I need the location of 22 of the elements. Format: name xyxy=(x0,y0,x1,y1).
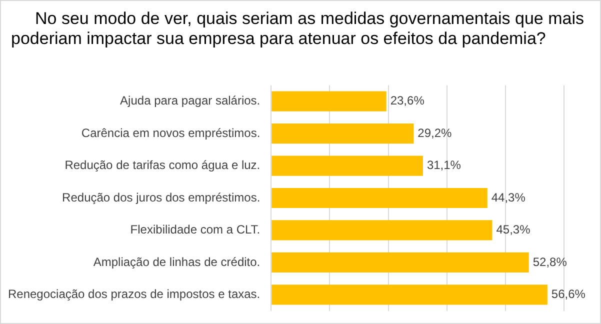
bar xyxy=(272,188,488,208)
y-tick-label: Renegociação dos prazos de impostos e taxas. xyxy=(8,287,260,301)
data-label: 44,3% xyxy=(491,190,526,204)
data-label: 29,2% xyxy=(418,126,452,140)
bar xyxy=(272,284,548,305)
y-tick-label: Ampliação de linhas de crédito. xyxy=(93,254,260,269)
data-label: 23,6% xyxy=(390,94,425,108)
bar xyxy=(272,220,492,240)
bar xyxy=(272,156,423,176)
y-tick-label: Flexibilidade com a CLT. xyxy=(130,222,260,237)
bar xyxy=(272,91,386,112)
data-label: 31,1% xyxy=(426,158,462,172)
data-label: 56,6% xyxy=(551,287,586,301)
y-tick-label: Redução de tarifas como água e luz. xyxy=(64,158,260,172)
data-label: 52,8% xyxy=(532,254,568,269)
bar xyxy=(272,252,529,273)
data-label: 45,3% xyxy=(496,222,531,237)
bar xyxy=(272,123,414,144)
chart-title: No seu modo de ver, quais seriam as medidas governamentais que mais poderiam impactar sua empresa para atenuar os efeitos da pandemia? xyxy=(11,9,586,49)
y-tick-label: Carência em novos empréstimos. xyxy=(81,126,260,140)
y-tick-label: Redução dos juros dos empréstimos. xyxy=(62,190,260,204)
y-tick-label: Ajuda para pagar salários. xyxy=(120,94,260,108)
